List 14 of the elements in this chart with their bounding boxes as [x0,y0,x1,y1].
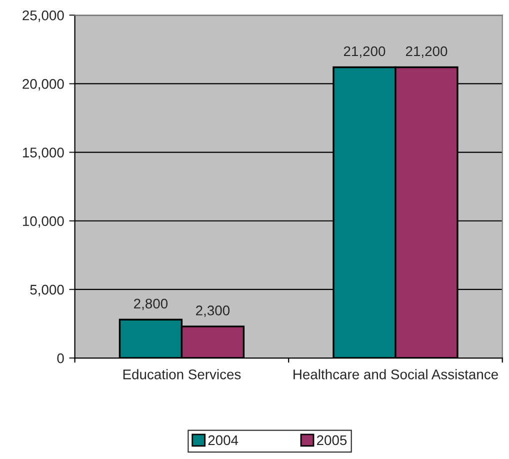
data-label: 21,200 [344,46,386,58]
y-tick-label: 5,000 [30,284,64,296]
data-label: 2,800 [134,298,168,310]
y-tick-label: 10,000 [22,216,64,228]
x-tick-label: Education Services [123,369,241,380]
data-label: 21,200 [406,46,448,58]
data-label: 2,300 [196,306,230,318]
legend-label: 2004 [208,435,238,446]
y-tick-label: 15,000 [22,148,64,160]
y-tick-label: 25,000 [22,10,64,22]
x-tick-label: Healthcare and Social Assistance [294,369,498,380]
y-tick-label: 20,000 [22,79,64,91]
legend-label: 2005 [316,435,347,446]
y-tick-label: 0 [57,353,64,364]
